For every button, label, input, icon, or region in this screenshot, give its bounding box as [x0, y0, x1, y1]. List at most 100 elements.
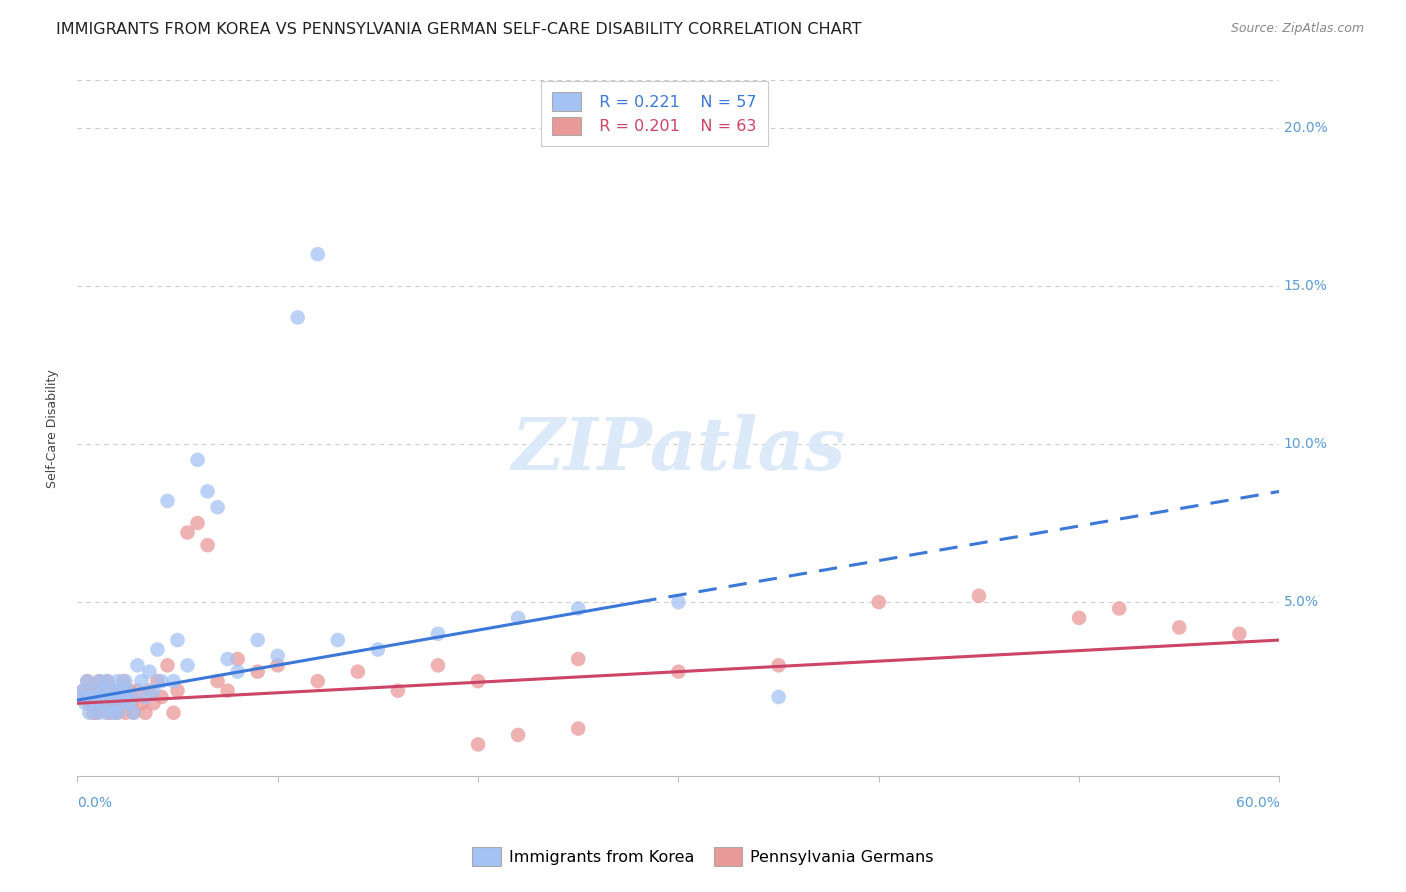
Point — [427, 626, 450, 640]
Legend: Immigrants from Korea, Pennsylvania Germans: Immigrants from Korea, Pennsylvania Germ… — [465, 840, 941, 872]
Point — [96, 690, 118, 704]
Point — [142, 683, 165, 698]
Point — [162, 706, 184, 720]
Point — [176, 525, 198, 540]
Point — [107, 706, 129, 720]
Point — [112, 690, 135, 704]
Point — [80, 683, 103, 698]
Point — [567, 722, 589, 736]
Point — [70, 690, 93, 704]
Point — [110, 696, 132, 710]
Point — [427, 658, 450, 673]
Point — [307, 247, 329, 261]
Point — [150, 690, 173, 704]
Point — [150, 674, 173, 689]
Point — [326, 633, 349, 648]
Point — [72, 683, 94, 698]
Point — [80, 690, 103, 704]
Point — [267, 658, 290, 673]
Legend:   R = 0.221    N = 57,   R = 0.201    N = 63: R = 0.221 N = 57, R = 0.201 N = 63 — [541, 81, 768, 146]
Point — [93, 683, 115, 698]
Point — [98, 706, 121, 720]
Point — [108, 683, 131, 698]
Point — [508, 611, 530, 625]
Point — [134, 690, 156, 704]
Text: 15.0%: 15.0% — [1284, 279, 1327, 293]
Point — [1168, 620, 1191, 634]
Point — [347, 665, 370, 679]
Point — [134, 706, 156, 720]
Point — [146, 642, 169, 657]
Point — [307, 674, 329, 689]
Point — [114, 674, 136, 689]
Point — [197, 538, 219, 552]
Point — [94, 706, 117, 720]
Point — [166, 633, 188, 648]
Point — [82, 696, 104, 710]
Point — [176, 658, 198, 673]
Text: 0.0%: 0.0% — [77, 796, 112, 810]
Point — [84, 683, 107, 698]
Point — [967, 589, 990, 603]
Point — [117, 683, 139, 698]
Point — [246, 665, 269, 679]
Point — [82, 706, 104, 720]
Point — [131, 674, 153, 689]
Point — [122, 706, 145, 720]
Point — [131, 696, 153, 710]
Point — [104, 690, 127, 704]
Point — [166, 683, 188, 698]
Point — [103, 696, 125, 710]
Point — [86, 706, 108, 720]
Point — [668, 665, 690, 679]
Point — [1229, 626, 1251, 640]
Point — [100, 683, 122, 698]
Point — [567, 601, 589, 615]
Point — [668, 595, 690, 609]
Text: 60.0%: 60.0% — [1236, 796, 1279, 810]
Point — [93, 690, 115, 704]
Point — [156, 658, 179, 673]
Point — [108, 683, 131, 698]
Point — [138, 665, 160, 679]
Point — [98, 696, 121, 710]
Point — [146, 674, 169, 689]
Point — [120, 690, 142, 704]
Point — [1108, 601, 1130, 615]
Point — [114, 706, 136, 720]
Point — [207, 674, 229, 689]
Point — [84, 690, 107, 704]
Point — [768, 658, 790, 673]
Point — [142, 696, 165, 710]
Point — [75, 696, 97, 710]
Point — [72, 683, 94, 698]
Point — [76, 674, 98, 689]
Point — [207, 500, 229, 515]
Text: 5.0%: 5.0% — [1284, 595, 1319, 609]
Point — [868, 595, 890, 609]
Point — [112, 674, 135, 689]
Point — [127, 683, 149, 698]
Text: 20.0%: 20.0% — [1284, 120, 1327, 135]
Point — [246, 633, 269, 648]
Point — [70, 690, 93, 704]
Point — [86, 706, 108, 720]
Point — [122, 706, 145, 720]
Point — [127, 658, 149, 673]
Point — [118, 683, 141, 698]
Point — [90, 696, 112, 710]
Point — [86, 690, 108, 704]
Point — [107, 706, 129, 720]
Point — [467, 674, 489, 689]
Text: Source: ZipAtlas.com: Source: ZipAtlas.com — [1230, 22, 1364, 36]
Point — [100, 683, 122, 698]
Y-axis label: Self-Care Disability: Self-Care Disability — [46, 368, 59, 488]
Point — [768, 690, 790, 704]
Point — [508, 728, 530, 742]
Point — [120, 696, 142, 710]
Point — [89, 674, 111, 689]
Point — [197, 484, 219, 499]
Point — [156, 494, 179, 508]
Text: 10.0%: 10.0% — [1284, 437, 1327, 451]
Point — [118, 696, 141, 710]
